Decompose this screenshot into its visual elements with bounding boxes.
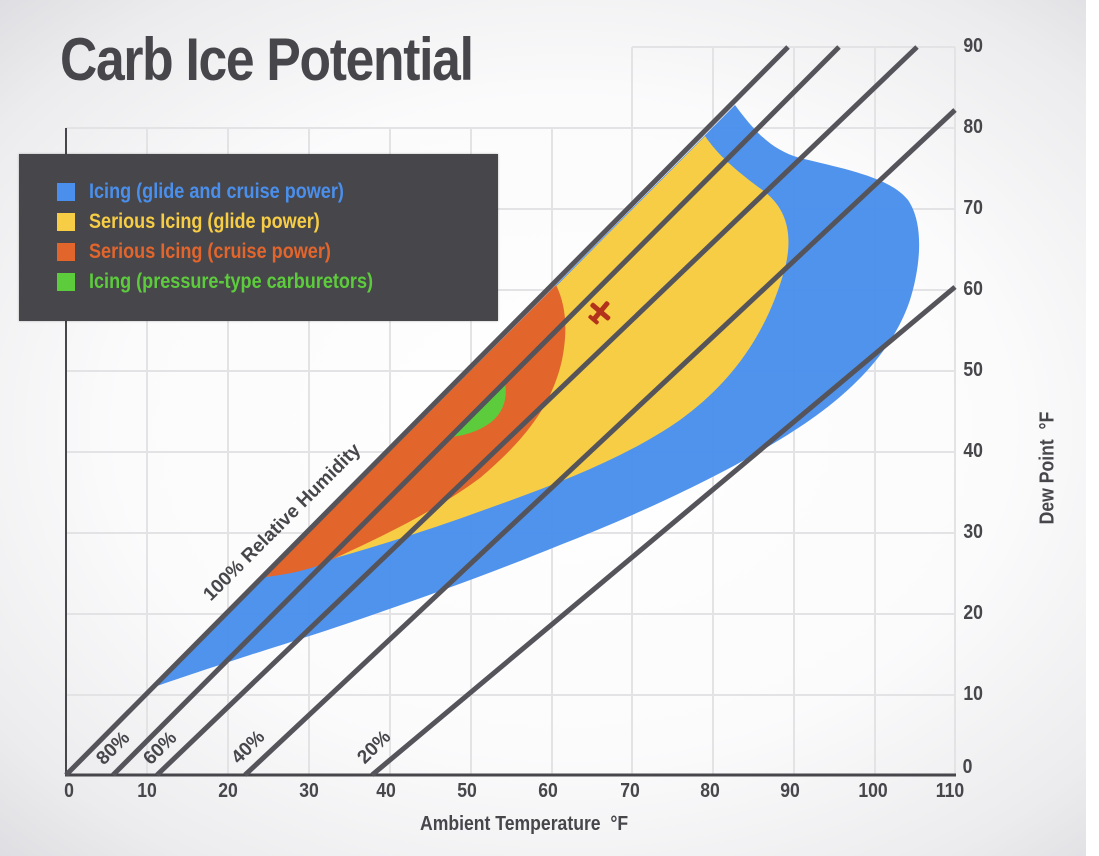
rh-line-20 <box>370 285 957 777</box>
rh-line-100 <box>64 45 790 777</box>
x-axis-label: Ambient Temperature °F <box>420 813 629 835</box>
x-tick-0: 0 <box>64 780 74 802</box>
relative-humidity-lines <box>64 45 957 777</box>
legend-item-icing-glide-cruise: Icing (glide and cruise power) <box>57 180 385 204</box>
rh-line-80 <box>111 45 841 777</box>
region-serious-icing-cruise <box>265 285 566 577</box>
y-tick-60: 60 <box>963 278 983 300</box>
y-tick-10: 10 <box>963 683 983 705</box>
legend-swatch-blue <box>57 183 75 201</box>
chart-title: Carb Ice Potential <box>60 26 474 93</box>
x-tick-40: 40 <box>376 780 396 802</box>
y-tick-30: 30 <box>963 521 983 543</box>
y-tick-80: 80 <box>963 116 983 138</box>
y-tick-0: 0 <box>962 756 973 778</box>
legend: Icing (glide and cruise power) Serious I… <box>19 154 498 321</box>
legend-swatch-green <box>57 273 75 291</box>
y-tick-40: 40 <box>963 440 983 462</box>
rh-line-40 <box>243 108 957 777</box>
x-tick-70: 70 <box>620 780 640 802</box>
x-tick-80: 80 <box>700 780 720 802</box>
legend-swatch-yellow <box>57 213 75 231</box>
legend-swatch-orange <box>57 243 75 261</box>
legend-item-icing-pressure-carb: Icing (pressure-type carburetors) <box>57 270 419 294</box>
rh-line-60 <box>155 45 919 777</box>
airplane-marker-icon <box>588 301 611 325</box>
legend-item-serious-icing-glide: Serious Icing (glide power) <box>57 210 357 234</box>
x-tick-60: 60 <box>538 780 558 802</box>
y-tick-90: 90 <box>963 35 983 57</box>
x-tick-100: 100 <box>858 780 888 802</box>
x-tick-10: 10 <box>137 780 157 802</box>
x-tick-90: 90 <box>780 780 800 802</box>
x-tick-110: 110 <box>935 780 965 802</box>
y-axis-label: Dew Point °F <box>1036 411 1059 525</box>
x-tick-30: 30 <box>299 780 319 802</box>
x-tick-20: 20 <box>218 780 238 802</box>
legend-item-serious-icing-cruise: Serious Icing (cruise power) <box>57 240 370 264</box>
y-tick-50: 50 <box>963 359 983 381</box>
y-tick-70: 70 <box>963 197 983 219</box>
y-tick-20: 20 <box>963 602 983 624</box>
x-tick-50: 50 <box>457 780 477 802</box>
